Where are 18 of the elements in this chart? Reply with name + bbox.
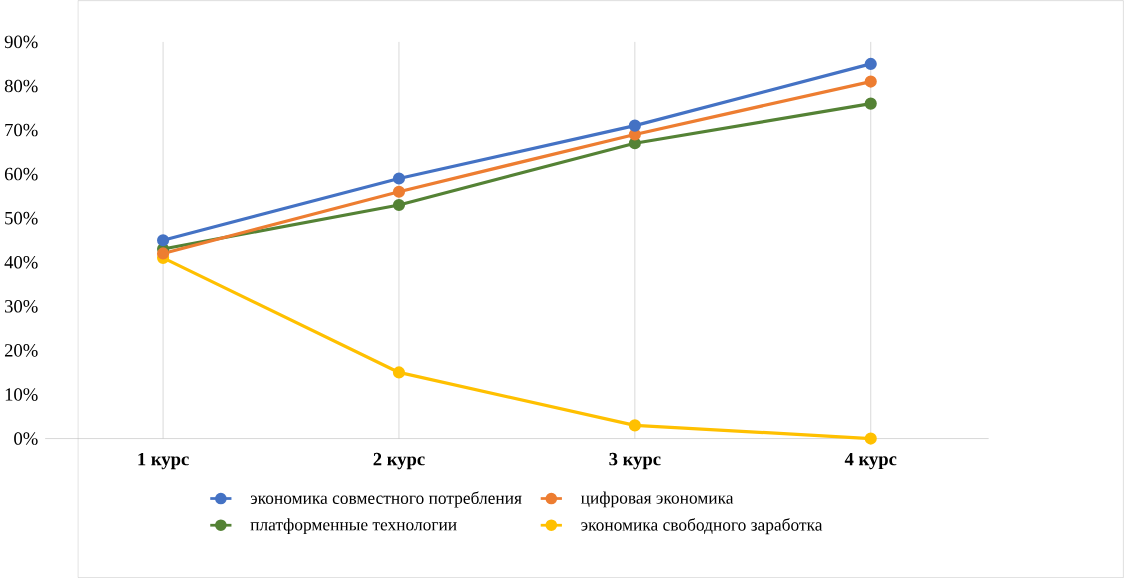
y-tick-label: 50%	[5, 211, 38, 225]
legend-label: экономика совместного потребления	[250, 491, 522, 508]
y-tick-label: 30%	[5, 299, 38, 313]
y-tick-label: 90%	[4, 35, 38, 49]
y-tick-label: 80%	[4, 79, 38, 93]
y-tick-label: 60%	[4, 167, 38, 181]
x-tick-label: 4 курс	[844, 452, 897, 470]
x-tick-label: 1 курс	[138, 452, 189, 470]
y-tick-label: 40%	[4, 255, 38, 269]
x-tick-label: 3 курс	[609, 452, 661, 470]
y-tick-label: 70%	[5, 123, 38, 137]
y-tick-label: 10%	[5, 388, 38, 401]
legend-label: экономика свободного заработка	[581, 517, 823, 535]
x-tick-label: 2 курс	[373, 452, 425, 470]
y-tick-label: 20%	[4, 343, 38, 357]
y-tick-label: 0%	[14, 432, 38, 445]
legend-label: платформенные технологии	[250, 518, 457, 534]
legend-label: цифровая экономика	[580, 491, 734, 508]
